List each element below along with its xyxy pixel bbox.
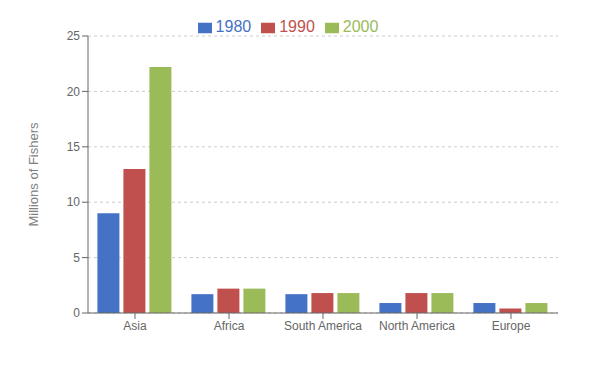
svg-text:15: 15 (67, 140, 81, 154)
svg-text:Africa: Africa (214, 319, 245, 333)
svg-text:5: 5 (73, 251, 80, 265)
svg-text:North America: North America (379, 319, 455, 333)
svg-text:Europe: Europe (492, 319, 531, 333)
svg-text:Millions of Fishers: Millions of Fishers (26, 122, 41, 227)
html-text:2000: 2000 (342, 18, 379, 35)
svg-text:Asia: Asia (123, 319, 147, 333)
svg-text:South America: South America (284, 319, 362, 333)
svg-text:20: 20 (67, 85, 81, 99)
html-text:1990: 1990 (279, 18, 315, 35)
html-text:1980: 1980 (215, 18, 252, 35)
svg-text:10: 10 (67, 195, 81, 209)
svg-text:25: 25 (67, 29, 81, 43)
svg-text:0: 0 (73, 306, 80, 320)
